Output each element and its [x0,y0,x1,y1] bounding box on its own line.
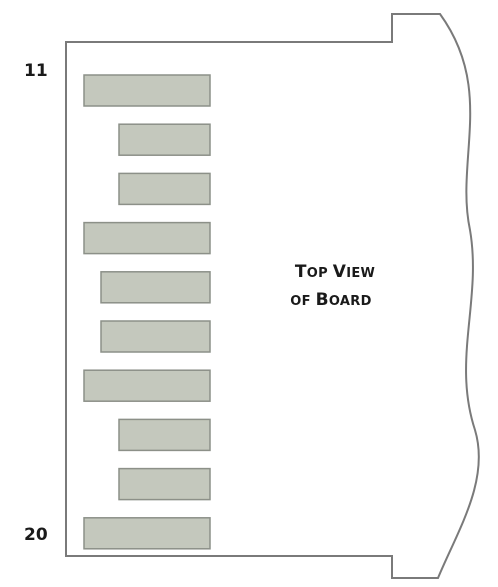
contact-pad-17 [83,369,211,402]
contact-pad-20 [83,517,211,550]
caption-line-1: TOP VIEW [295,262,375,282]
board-outline [65,13,480,579]
contact-pad-11 [83,74,211,107]
contact-pad-15 [100,271,211,304]
contact-pad-13 [118,172,211,206]
contact-pad-12 [118,123,211,156]
contact-pad-19 [118,467,211,501]
caption-line-2-rest: OARD [329,294,372,309]
contact-pad-18 [118,418,211,452]
contact-pad-14 [83,221,211,255]
caption-line-1-rest-2: IEW [346,266,375,281]
caption-line-2-initial: B [316,290,329,310]
caption-line-1-initial: T [295,262,307,282]
caption-line-1-rest: OP [307,266,333,281]
caption-line-1-initial-2: V [333,262,347,282]
caption-line-2-prefix: OF [290,294,315,309]
pin-label-11: 11 [24,61,48,81]
pin-label-20: 20 [24,525,48,545]
contact-pad-16 [100,320,211,353]
contact-pads [83,74,211,550]
caption-line-2: OF BOARD [290,290,371,310]
